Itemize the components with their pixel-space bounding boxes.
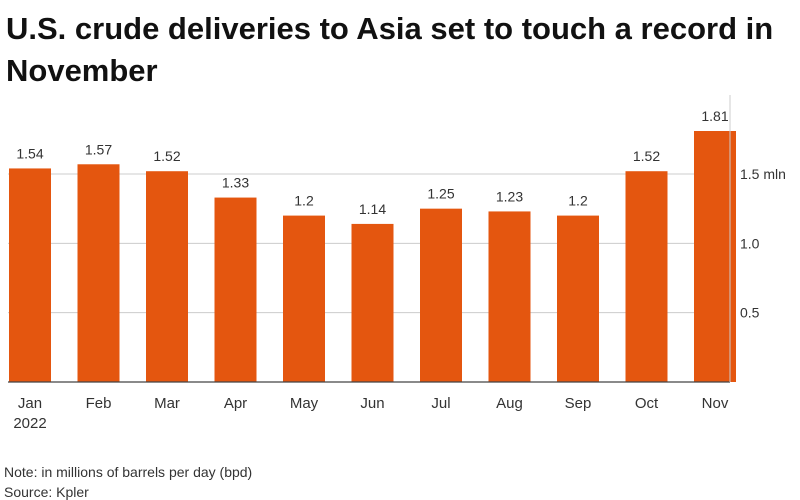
x-tick-label-mar: Mar (154, 395, 180, 412)
x-tick-label-jan: Jan (18, 395, 42, 412)
chart-note: Note: in millions of barrels per day (bp… (4, 464, 253, 480)
x-tick-label-oct: Oct (635, 395, 659, 412)
bar-jan (9, 168, 51, 382)
y-tick-label-0: 0.5 (740, 305, 760, 321)
bar-jul (420, 208, 462, 382)
bar-apr (214, 197, 257, 382)
value-label-aug: 1.23 (496, 188, 523, 204)
y-tick-label-1: 1.0 (740, 235, 760, 251)
x-tick-label-aug: Aug (496, 395, 523, 412)
value-label-sep: 1.2 (568, 193, 588, 209)
bar-chart: 1.54 1.57 1.52 1.33 1.2 1.14 1.25 1.23 1.2 1.52 1.… (8, 95, 786, 432)
bars (9, 131, 736, 382)
value-label-nov: 1.81 (701, 108, 728, 124)
chart-title: U.S. crude deliveries to Asia set to tou… (6, 11, 774, 88)
axes: 0.5 1.0 1.5 mln Jan Feb Mar Apr May Jun Jul Aug Sep… (8, 95, 786, 432)
bar-feb (77, 164, 120, 382)
bar-oct (625, 171, 668, 382)
value-label-oct: 1.52 (633, 148, 660, 164)
x-tick-label-jul: Jul (431, 395, 450, 412)
x-tick-label-apr: Apr (224, 395, 247, 412)
value-label-may: 1.2 (294, 193, 314, 209)
x-tick-label-feb: Feb (86, 395, 112, 412)
bar-nov (694, 131, 736, 382)
y-tick-label-2: 1.5 mln (740, 166, 786, 182)
value-label-feb: 1.57 (85, 141, 112, 157)
chart-source: Source: Kpler (4, 484, 89, 500)
value-label-apr: 1.33 (222, 175, 249, 191)
x-tick-label-sep: Sep (565, 395, 592, 412)
value-label-jun: 1.14 (359, 201, 386, 217)
x-tick-label-nov: Nov (702, 395, 729, 412)
x-year-label: 2022 (13, 415, 46, 432)
x-tick-label-jun: Jun (360, 395, 384, 412)
value-labels: 1.54 1.57 1.52 1.33 1.2 1.14 1.25 1.23 1.2 1.52 1.… (16, 108, 728, 217)
bar-mar (146, 171, 188, 382)
x-tick-label-may: May (290, 395, 319, 412)
bar-sep (557, 215, 599, 382)
bar-jun (351, 223, 394, 382)
value-label-mar: 1.52 (153, 148, 180, 164)
value-label-jan: 1.54 (16, 145, 43, 161)
bar-aug (488, 211, 531, 382)
bar-may (283, 215, 325, 382)
value-label-jul: 1.25 (427, 186, 454, 202)
